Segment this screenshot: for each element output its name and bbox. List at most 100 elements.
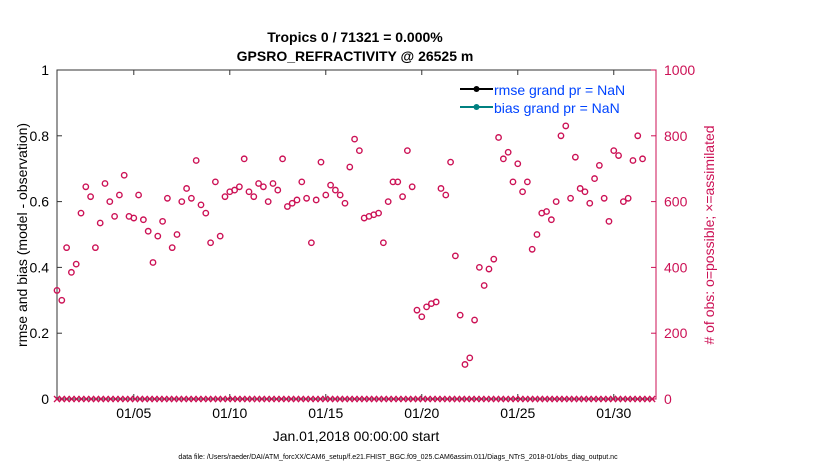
possible-obs-point (581, 188, 589, 196)
possible-obs-point (379, 239, 387, 247)
possible-obs-point (514, 160, 522, 168)
possible-obs-point (557, 132, 565, 140)
y-right-tick-label: 200 (664, 325, 688, 341)
possible-obs-point (504, 148, 512, 156)
possible-obs-point (72, 260, 80, 268)
possible-obs-point (317, 158, 325, 166)
y-left-tick-label: 0.6 (30, 194, 50, 210)
possible-obs-point (437, 185, 445, 192)
possible-obs-point (101, 180, 109, 187)
y-left-tick-label: 1 (41, 62, 49, 78)
possible-obs-point (461, 361, 469, 368)
legend-bias-label: bias grand pr = NaN (494, 100, 620, 116)
possible-obs-point (293, 196, 301, 204)
possible-obs-point (255, 180, 262, 187)
y-axis-right: 0 200 400 600 800 1000 (651, 62, 695, 407)
possible-obs-point (456, 311, 464, 319)
possible-obs-point (216, 232, 224, 240)
possible-obs-point (490, 255, 498, 263)
possible-obs-point (139, 216, 147, 224)
plot-area (56, 69, 657, 400)
possible-obs-point (298, 178, 306, 186)
possible-obs-point (144, 227, 152, 235)
possible-obs-point (77, 209, 85, 217)
chart-title-line2: GPSRO_REFRACTIVITY @ 26525 m (237, 48, 474, 64)
possible-obs-point (351, 135, 358, 143)
possible-obs-point (82, 183, 90, 191)
possible-obs-point (336, 191, 344, 199)
possible-obs-point (418, 313, 426, 321)
possible-obs-point (67, 268, 75, 276)
possible-obs-point (475, 263, 483, 271)
possible-obs-point (408, 183, 416, 191)
possible-obs-point (207, 239, 214, 247)
possible-obs-point (471, 316, 478, 324)
possible-obs-point (355, 147, 363, 155)
possible-obs-point (159, 217, 166, 225)
possible-obs-point (595, 162, 603, 169)
legend-rmse-label: rmse grand pr = NaN (494, 82, 625, 98)
possible-obs-point (562, 122, 570, 130)
possible-obs-point (375, 209, 382, 217)
possible-obs-point (346, 163, 354, 171)
possible-obs-point (91, 244, 99, 252)
possible-obs-point (154, 232, 162, 240)
possible-obs-point (571, 153, 579, 161)
possible-obs-point (307, 239, 315, 247)
possible-obs-point (509, 178, 517, 186)
possible-obs-point (269, 180, 277, 187)
x-tick-label: 01/25 (500, 405, 535, 421)
possible-obs-point (447, 158, 454, 166)
possible-obs-point (202, 209, 210, 217)
possible-obs-point (499, 155, 507, 163)
possible-obs-point (466, 354, 474, 362)
possible-obs-point (211, 178, 219, 186)
x-tick-label: 01/30 (596, 405, 631, 421)
possible-obs-point (274, 186, 282, 194)
possible-obs-point (53, 287, 61, 294)
possible-obs-point (327, 181, 334, 189)
possible-obs-point (567, 194, 574, 202)
possible-obs-point (610, 147, 618, 155)
possible-obs-point (399, 193, 406, 201)
y-axis-right-label: # of obs: o=possible; ×=assimilated (701, 125, 717, 344)
assimilated-obs-point (648, 395, 656, 403)
possible-obs-point (63, 244, 70, 252)
possible-obs-point (106, 198, 114, 206)
possible-obs-point (288, 199, 296, 207)
possible-obs-point (279, 155, 286, 163)
possible-obs-point (485, 265, 493, 273)
footnote: data file: /Users/raeder/DAI/ATM_forcXX/… (178, 454, 618, 461)
possible-obs-point (120, 171, 128, 179)
possible-obs-point (173, 231, 181, 238)
possible-obs-point (523, 178, 531, 186)
possible-obs-point (187, 194, 195, 202)
x-tick-label: 01/20 (404, 405, 439, 421)
possible-obs-point (519, 188, 526, 196)
possible-obs-point (543, 208, 550, 215)
possible-obs-point (331, 186, 339, 194)
possible-obs-point (629, 157, 637, 164)
chart-title-line1: Tropics 0 / 71321 = 0.000% (267, 29, 443, 45)
legend: rmse grand pr = NaN bias grand pr = NaN (460, 82, 625, 116)
possible-obs-point (231, 186, 238, 194)
possible-obs-point (312, 196, 320, 204)
y-right-tick-label: 600 (664, 194, 688, 210)
possible-obs-point (245, 188, 253, 196)
possible-obs-point (322, 191, 330, 199)
possible-obs-point (384, 198, 392, 206)
legend-bias-marker (473, 104, 480, 110)
possible-obs-point (615, 152, 622, 159)
possible-obs-point (495, 134, 502, 141)
assimilated-obs-series (53, 395, 656, 403)
possible-obs-point (192, 157, 200, 164)
possible-obs-point (87, 193, 94, 201)
possible-obs-point (235, 183, 243, 191)
possible-obs-series (53, 122, 646, 368)
possible-obs-point (442, 191, 450, 199)
possible-obs-point (341, 199, 349, 207)
possible-obs-point (183, 185, 190, 192)
possible-obs-point (240, 155, 248, 163)
